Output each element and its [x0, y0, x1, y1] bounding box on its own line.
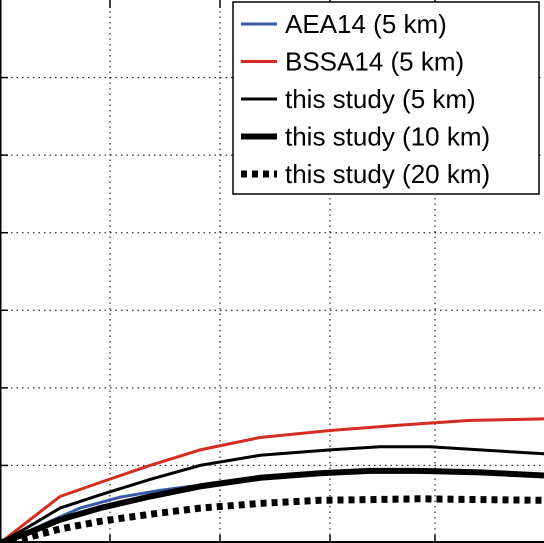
legend-label-2: BSSA14 (5 km): [285, 47, 464, 77]
legend: AEA14 (5 km) BSSA14 (5 km) this study (5 k…: [232, 1, 540, 195]
legend-label-4: this study (10 km): [285, 122, 490, 152]
legend-label-3: this study (5 km): [285, 84, 476, 114]
legend-label-5: this study (20 km): [285, 159, 490, 189]
series-line-3: [0, 445, 544, 543]
series-line-2: [0, 417, 544, 543]
data-series: [0, 417, 544, 543]
series-line-4: [0, 467, 544, 543]
series-line-5: [0, 495, 544, 543]
legend-label-1: AEA14 (5 km): [285, 9, 447, 39]
legend-box: [232, 1, 540, 195]
